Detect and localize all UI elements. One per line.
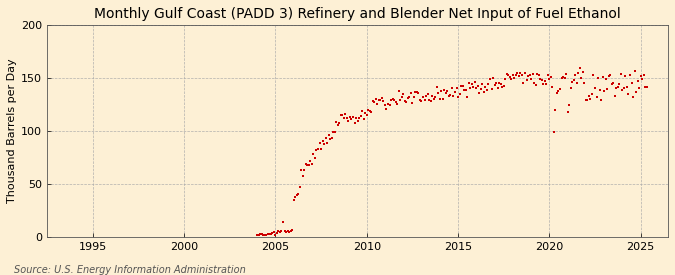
Text: Source: U.S. Energy Information Administration: Source: U.S. Energy Information Administ… bbox=[14, 265, 245, 275]
Y-axis label: Thousand Barrels per Day: Thousand Barrels per Day bbox=[7, 59, 17, 203]
Title: Monthly Gulf Coast (PADD 3) Refinery and Blender Net Input of Fuel Ethanol: Monthly Gulf Coast (PADD 3) Refinery and… bbox=[95, 7, 621, 21]
